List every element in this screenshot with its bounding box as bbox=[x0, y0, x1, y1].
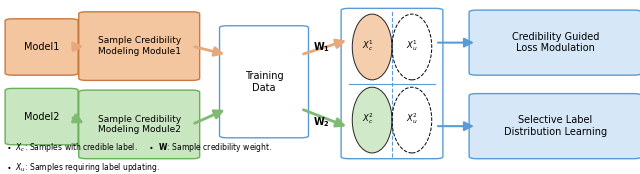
FancyBboxPatch shape bbox=[5, 88, 78, 145]
FancyBboxPatch shape bbox=[469, 94, 640, 159]
Text: Sample Credibility
Modeling Module1: Sample Credibility Modeling Module1 bbox=[97, 36, 181, 56]
Text: $\bullet$  $\it{X_u}$: Samples requiring label updating.: $\bullet$ $\it{X_u}$: Samples requiring … bbox=[6, 161, 160, 173]
Text: $X_u^1$: $X_u^1$ bbox=[406, 38, 418, 53]
Text: Credibility Guided
Loss Modulation: Credibility Guided Loss Modulation bbox=[511, 32, 599, 53]
Text: $X_c^1$: $X_c^1$ bbox=[362, 38, 374, 53]
Text: Selective Label
Distribution Learning: Selective Label Distribution Learning bbox=[504, 115, 607, 137]
Text: $X_u^2$: $X_u^2$ bbox=[406, 111, 418, 126]
FancyBboxPatch shape bbox=[79, 90, 200, 159]
Text: $\bullet$  $\it{X_c}$: Samples with credible label.     $\bullet$  $\mathbf{W}$:: $\bullet$ $\it{X_c}$: Samples with credi… bbox=[6, 141, 273, 154]
FancyBboxPatch shape bbox=[5, 19, 78, 75]
Text: $\mathbf{W_1}$: $\mathbf{W_1}$ bbox=[313, 40, 330, 54]
Text: Model2: Model2 bbox=[24, 112, 60, 122]
FancyBboxPatch shape bbox=[220, 26, 308, 138]
Ellipse shape bbox=[352, 14, 392, 80]
Text: Training
Data: Training Data bbox=[244, 71, 284, 93]
FancyBboxPatch shape bbox=[341, 8, 443, 159]
Text: $\mathbf{W_2}$: $\mathbf{W_2}$ bbox=[313, 115, 330, 129]
Text: Sample Credibility
Modeling Module2: Sample Credibility Modeling Module2 bbox=[97, 115, 181, 134]
FancyBboxPatch shape bbox=[79, 12, 200, 80]
Text: $X_c^2$: $X_c^2$ bbox=[362, 111, 374, 126]
Ellipse shape bbox=[352, 87, 392, 153]
Text: Model1: Model1 bbox=[24, 42, 60, 52]
FancyBboxPatch shape bbox=[469, 10, 640, 75]
